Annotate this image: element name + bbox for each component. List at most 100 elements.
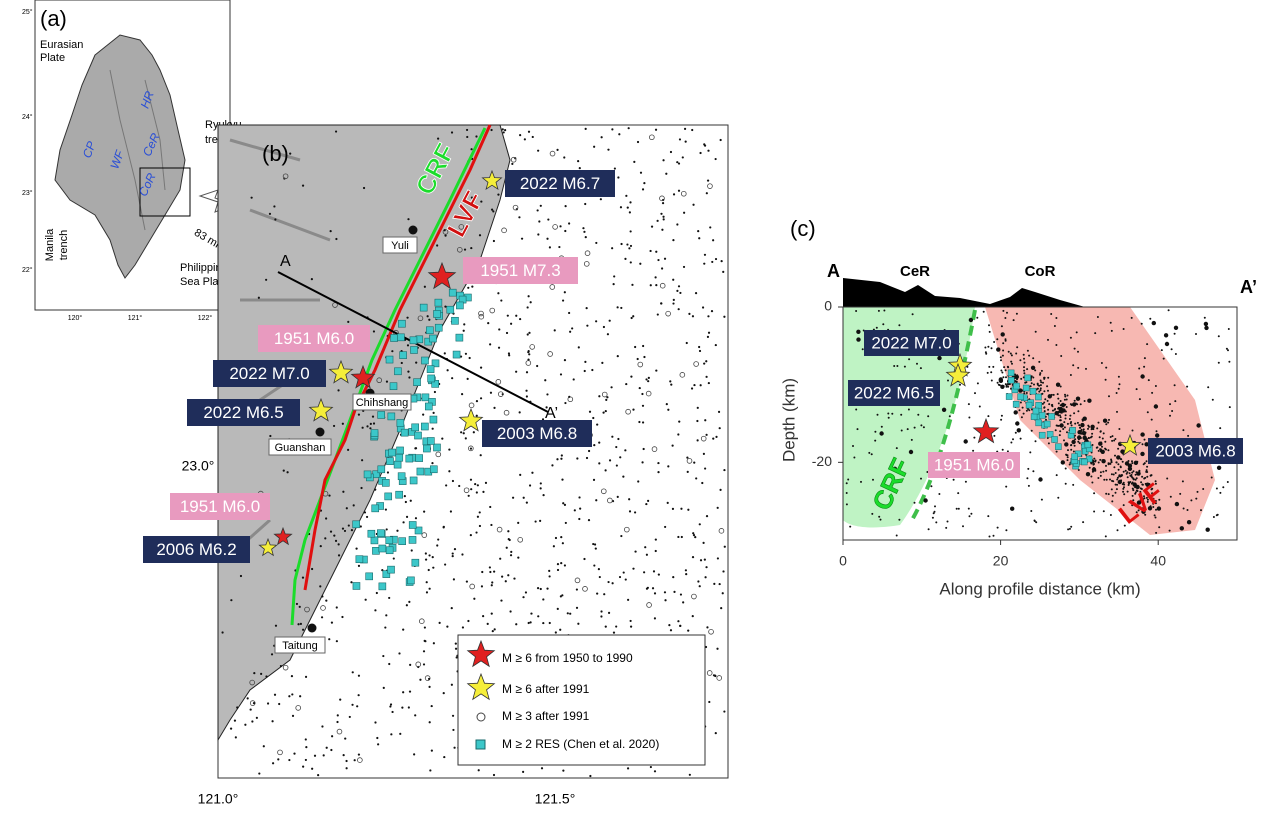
quake-dot <box>257 296 260 299</box>
quake-dot <box>464 437 467 440</box>
quake-dot <box>661 228 664 231</box>
legend-circle <box>476 712 486 722</box>
quake-dot <box>1114 438 1117 440</box>
quake-dot <box>1187 434 1190 437</box>
quake-dot <box>408 600 411 603</box>
quake-dot <box>1228 360 1231 363</box>
quake-dot <box>1169 414 1171 417</box>
quake-dot <box>568 311 571 315</box>
quake-dot <box>1217 361 1220 364</box>
quake-dot <box>299 695 302 698</box>
quake-dot <box>612 631 616 634</box>
quake-dot <box>653 592 657 595</box>
quake-dot <box>1018 409 1021 412</box>
quake-dot <box>304 738 307 741</box>
quake-dot <box>462 329 465 332</box>
quake-dot <box>1023 361 1026 364</box>
quake-circle <box>497 391 504 397</box>
quake-dot <box>634 550 637 553</box>
quake-dot <box>1050 313 1053 315</box>
quake-dot <box>1146 498 1149 501</box>
quake-dot <box>255 716 258 719</box>
quake-dot <box>1141 509 1146 514</box>
quake-dot <box>701 481 704 485</box>
event-label: 2022 M7.0 <box>229 364 309 383</box>
quake-dot <box>475 531 478 534</box>
quake-dot <box>1149 486 1152 489</box>
quake-dot <box>414 714 417 717</box>
quake-dot <box>493 628 496 631</box>
quake-dot <box>269 434 272 438</box>
quake-dot <box>880 425 883 428</box>
lvf-zone <box>985 307 1215 535</box>
quake-dot <box>620 306 623 310</box>
profile-end: A <box>827 261 840 281</box>
quake-dot <box>452 728 455 732</box>
quake-dot <box>1025 392 1028 394</box>
quake-dot <box>408 690 412 693</box>
quake-dot <box>645 502 648 506</box>
quake-dot <box>595 241 598 245</box>
quake-dot <box>1135 489 1138 492</box>
quake-dot <box>484 481 488 484</box>
quake-dot <box>524 591 528 594</box>
quake-circle <box>679 372 686 378</box>
quake-dot <box>375 591 378 595</box>
quake-dot <box>686 470 689 473</box>
crf-dashed <box>910 309 977 521</box>
quake-dot <box>662 215 665 218</box>
quake-dot <box>719 488 722 492</box>
quake-circle <box>249 700 256 706</box>
quake-circle <box>478 310 484 317</box>
quake-dot <box>1009 352 1012 355</box>
quake-dot <box>489 391 493 394</box>
y-tick-label: -20 <box>812 453 832 469</box>
quake-dot <box>600 136 603 139</box>
quake-dot <box>655 284 658 287</box>
quake-dot <box>1094 332 1097 335</box>
quake-dot <box>1128 472 1131 475</box>
quake-dot <box>1154 516 1157 519</box>
quake-dot <box>595 499 598 502</box>
quake-dot <box>1041 392 1044 395</box>
quake-dot <box>454 642 457 645</box>
quake-dot <box>1090 428 1093 431</box>
taiwan-shape <box>54 34 186 279</box>
quake-dot <box>236 706 239 709</box>
quake-dot <box>344 737 347 740</box>
quake-dot <box>717 410 721 413</box>
quake-dot <box>288 695 291 698</box>
res-square <box>1024 374 1031 382</box>
quake-dot <box>1047 389 1049 392</box>
quake-circle <box>478 313 485 320</box>
quake-dot <box>1127 484 1130 486</box>
quake-dot <box>476 515 480 518</box>
quake-dot <box>1059 385 1062 388</box>
quake-dot <box>1099 458 1102 461</box>
quake-dot <box>525 501 528 504</box>
quake-dot <box>377 743 380 746</box>
quake-dot <box>562 502 565 505</box>
quake-dot <box>1080 432 1083 435</box>
quake-dot <box>967 507 970 510</box>
quake-dot <box>701 306 705 309</box>
quake-dot <box>546 587 549 590</box>
quake-dot <box>1147 379 1150 382</box>
quake-dot <box>672 278 675 281</box>
quake-dot <box>1141 443 1144 446</box>
quake-dot <box>539 487 542 490</box>
quake-dot <box>650 225 654 228</box>
res-square <box>1017 393 1024 401</box>
quake-dot <box>583 230 586 233</box>
quake-dot <box>992 534 995 537</box>
quake-dot <box>1141 483 1144 486</box>
quake-dot <box>449 510 452 513</box>
quake-dot <box>1115 461 1118 464</box>
quake-dot <box>1122 328 1125 330</box>
quake-dot <box>1135 471 1138 474</box>
quake-dot <box>462 432 465 435</box>
quake-dot <box>1139 490 1142 493</box>
quake-circle <box>418 618 425 625</box>
quake-dot <box>1048 403 1051 406</box>
quake-dot <box>331 735 334 738</box>
